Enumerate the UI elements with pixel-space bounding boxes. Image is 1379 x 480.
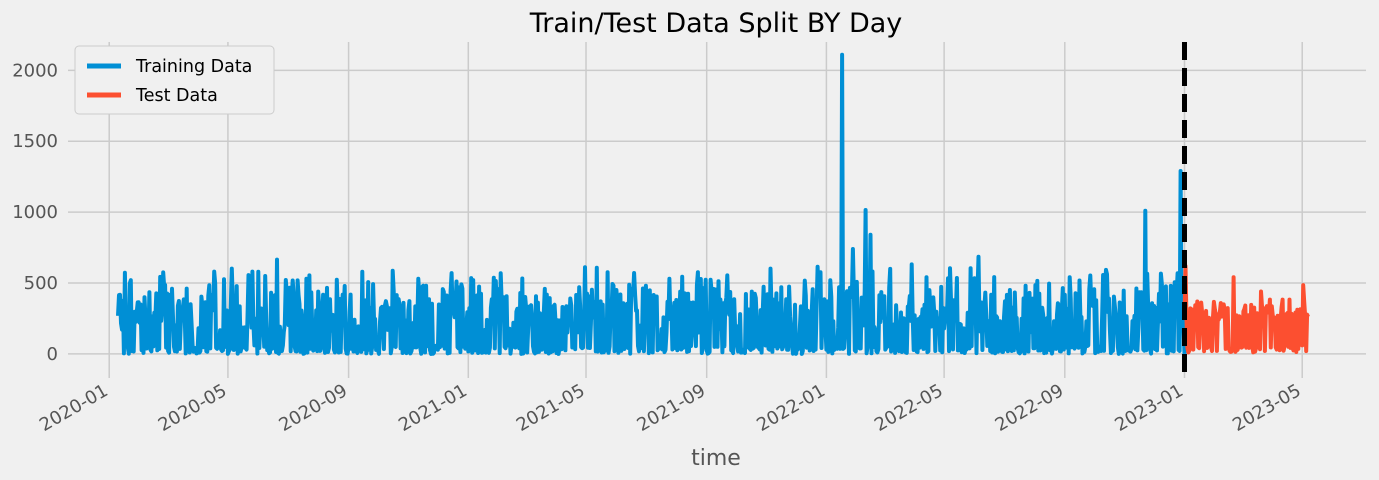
legend: Training Data Test Data — [74, 45, 275, 115]
series-line-test-data — [1182, 264, 1310, 355]
series-line-training-data — [116, 52, 1187, 356]
chart-title: Train/Test Data Split BY Day — [529, 8, 903, 39]
y-tick-label: 500 — [24, 273, 58, 294]
legend-label: Training Data — [135, 57, 252, 77]
legend-box — [74, 45, 275, 115]
x-axis-label: time — [691, 446, 741, 471]
y-tick-label: 1000 — [12, 202, 58, 223]
legend-label: Test Data — [135, 86, 218, 106]
series-layer — [116, 52, 1310, 356]
y-tick-label: 1500 — [12, 131, 58, 152]
y-tick-label: 0 — [47, 344, 58, 365]
y-tick-label: 2000 — [12, 60, 58, 81]
